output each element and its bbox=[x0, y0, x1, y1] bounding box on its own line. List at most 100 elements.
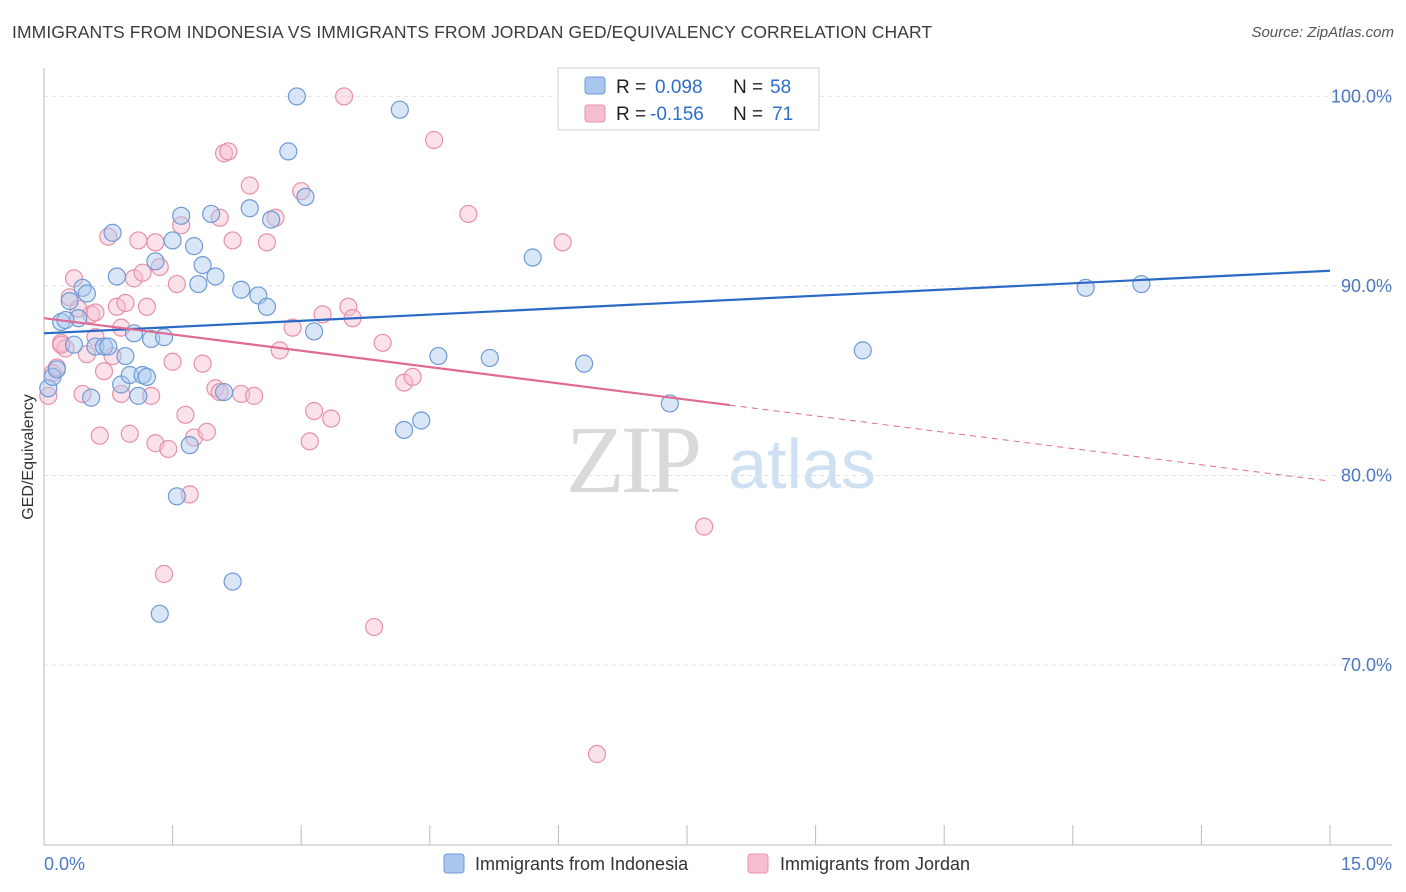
jordan-point-47 bbox=[270, 341, 289, 360]
jordan-point-29 bbox=[163, 352, 182, 371]
jordan-point-51 bbox=[304, 401, 324, 421]
indonesia-point-9 bbox=[82, 388, 101, 407]
indonesia-point-44 bbox=[390, 100, 409, 119]
series-legend-label-jordan: Immigrants from Jordan bbox=[780, 854, 970, 874]
x-tick-label-1: 15.0% bbox=[1341, 854, 1392, 874]
jordan-point-31 bbox=[172, 216, 191, 235]
jordan-point-36 bbox=[197, 422, 216, 441]
indonesia-point-55 bbox=[150, 604, 169, 623]
indonesia-point-38 bbox=[257, 297, 277, 316]
jordan-point-41 bbox=[223, 231, 242, 250]
jordan-point-35 bbox=[193, 354, 212, 373]
indonesia-point-34 bbox=[223, 572, 242, 591]
series-legend-swatch-indonesia bbox=[443, 853, 465, 874]
indonesia-point-36 bbox=[240, 199, 259, 218]
legend-n-value-jordan: 71 bbox=[772, 104, 793, 125]
legend-r-value-jordan: -0.156 bbox=[650, 104, 704, 125]
indonesia-point-26 bbox=[172, 206, 191, 225]
legend-swatch-jordan bbox=[584, 104, 606, 123]
jordan-point-55 bbox=[339, 297, 358, 316]
y-tick-labels: 100.0% 90.0% 80.0% 70.0% bbox=[1331, 86, 1392, 675]
x-tick-labels: 0.0% 15.0% bbox=[44, 854, 1392, 874]
indonesia-point-42 bbox=[296, 187, 315, 206]
legend-n-label-indonesia: N = bbox=[733, 77, 763, 98]
indonesia-point-4 bbox=[60, 292, 79, 311]
indonesia-point-22 bbox=[146, 252, 165, 271]
jordan-point-66 bbox=[52, 335, 71, 354]
jordan-point-64 bbox=[587, 744, 607, 764]
indonesia-point-27 bbox=[180, 436, 199, 455]
indonesia-point-51 bbox=[660, 394, 679, 413]
indonesia-point-5 bbox=[64, 335, 84, 354]
jordan-point-40 bbox=[219, 142, 238, 161]
jordan-point-19 bbox=[120, 424, 139, 443]
indonesia-point-11 bbox=[94, 337, 114, 356]
jordan-point-44 bbox=[244, 386, 264, 405]
watermark-zip: ZIP bbox=[566, 406, 699, 513]
legend-r-label-indonesia: R = bbox=[616, 77, 646, 98]
jordan-point-38 bbox=[210, 208, 229, 227]
indonesia-point-31 bbox=[202, 204, 221, 224]
jordan-trend-line bbox=[43, 317, 731, 407]
y-axis-label: GED/Equivalency bbox=[20, 394, 37, 519]
jordan-point-28 bbox=[159, 439, 178, 459]
indonesia-point-43 bbox=[304, 322, 324, 341]
jordan-point-63 bbox=[553, 233, 572, 252]
jordan-point-65 bbox=[695, 517, 714, 536]
indonesia-point-57 bbox=[99, 337, 118, 356]
indonesia-point-17 bbox=[124, 324, 144, 343]
y-tick-label-2: 80.0% bbox=[1341, 465, 1392, 485]
jordan-point-43 bbox=[240, 176, 259, 195]
jordan-point-48 bbox=[283, 318, 302, 337]
jordan-point-54 bbox=[334, 87, 354, 106]
indonesia-point-13 bbox=[107, 267, 126, 286]
indonesia-point-2 bbox=[47, 360, 66, 379]
x-ticks bbox=[172, 825, 1331, 845]
indonesia-point-32 bbox=[206, 267, 225, 286]
indonesia-point-54 bbox=[1132, 274, 1151, 294]
jordan-point-22 bbox=[133, 263, 152, 282]
source-credit: Source: ZipAtlas.com bbox=[1251, 24, 1394, 41]
indonesia-point-12 bbox=[103, 223, 122, 242]
jordan-point-18 bbox=[116, 293, 135, 313]
watermark: ZIP atlas bbox=[566, 406, 876, 513]
indonesia-point-46 bbox=[412, 411, 431, 430]
indonesia-point-49 bbox=[523, 248, 542, 267]
series-legend: Immigrants from Indonesia Immigrants fro… bbox=[443, 853, 970, 874]
y-tick-label-3: 70.0% bbox=[1341, 655, 1392, 675]
jordan-point-68 bbox=[146, 233, 165, 252]
jordan-point-16 bbox=[107, 297, 126, 316]
indonesia-point-39 bbox=[262, 210, 281, 229]
jordan-point-53 bbox=[322, 409, 341, 428]
jordan-trend-line-extension bbox=[729, 404, 1331, 482]
data-points bbox=[39, 87, 1151, 764]
jordan-point-57 bbox=[364, 617, 384, 637]
indonesia-point-33 bbox=[214, 382, 234, 402]
indonesia-point-41 bbox=[287, 87, 307, 106]
indonesia-point-20 bbox=[137, 367, 156, 387]
legend-n-label-jordan: N = bbox=[733, 104, 763, 125]
indonesia-point-24 bbox=[163, 231, 182, 250]
y-tick-label-0: 100.0% bbox=[1331, 86, 1392, 106]
trend-lines bbox=[43, 269, 1331, 482]
jordan-point-58 bbox=[373, 333, 392, 352]
indonesia-point-15 bbox=[116, 346, 135, 366]
legend-n-value-indonesia: 58 bbox=[770, 77, 791, 98]
correlation-legend-box: R = 0.098 N = 58 R = -0.156 N = 71 bbox=[557, 67, 820, 131]
indonesia-point-48 bbox=[480, 348, 499, 368]
indonesia-point-8 bbox=[77, 284, 96, 303]
jordan-point-12 bbox=[90, 426, 109, 445]
jordan-point-0 bbox=[39, 386, 58, 405]
series-legend-swatch-jordan bbox=[747, 853, 769, 874]
chart-title: IMMIGRANTS FROM INDONESIA VS IMMIGRANTS … bbox=[12, 22, 933, 42]
jordan-point-32 bbox=[176, 405, 195, 424]
y-tick-label-1: 90.0% bbox=[1341, 276, 1392, 296]
indonesia-point-52 bbox=[853, 341, 872, 360]
jordan-point-23 bbox=[137, 297, 156, 316]
jordan-point-50 bbox=[300, 432, 319, 451]
jordan-point-21 bbox=[129, 231, 148, 250]
indonesia-point-30 bbox=[193, 255, 212, 275]
indonesia-point-23 bbox=[154, 328, 174, 347]
jordan-point-8 bbox=[73, 384, 92, 404]
